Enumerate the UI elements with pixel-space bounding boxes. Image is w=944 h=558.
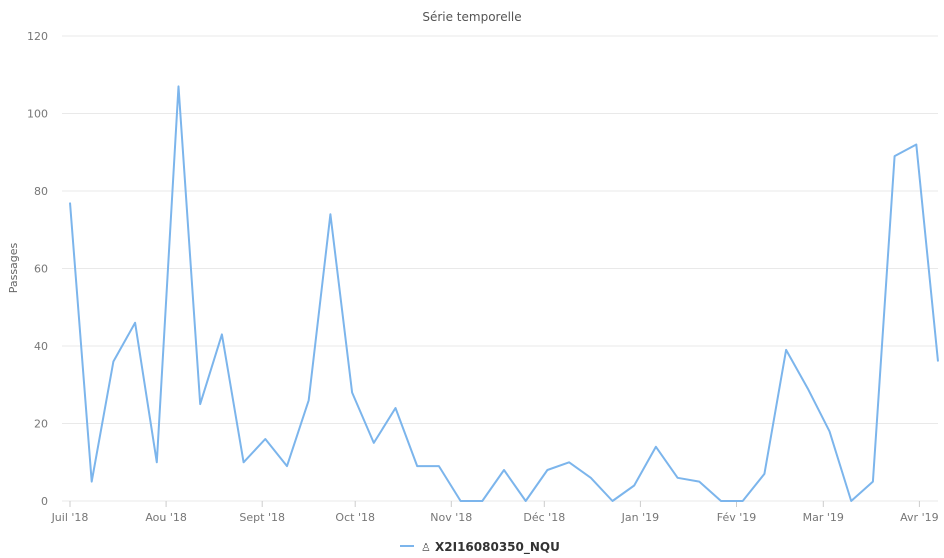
data-point[interactable] <box>805 386 811 392</box>
gridlines <box>62 35 938 502</box>
data-point[interactable] <box>870 479 876 485</box>
x-axis-ticks: Juil '18 Aou '18 Sept '18 Oct '18 Nov '18 Déc… <box>51 501 939 524</box>
data-point[interactable] <box>653 444 659 450</box>
y-axis-label: Passages <box>7 242 20 293</box>
chart-title: Série temporelle <box>422 10 521 24</box>
data-point[interactable] <box>176 83 182 89</box>
legend-series-name: X2I16080350_NQU <box>435 540 560 555</box>
data-point[interactable] <box>523 498 529 504</box>
data-point[interactable] <box>501 467 507 473</box>
data-point[interactable] <box>393 405 399 411</box>
x-tick-label: Juil '18 <box>51 511 89 524</box>
data-point[interactable] <box>610 498 616 504</box>
data-point[interactable] <box>89 479 95 485</box>
series-line[interactable] <box>69 85 939 502</box>
data-point[interactable] <box>110 359 116 365</box>
x-tick-label: Déc '18 <box>523 511 565 524</box>
x-tick-label: Sept '18 <box>239 511 285 524</box>
data-point[interactable] <box>479 498 485 504</box>
data-point[interactable] <box>327 211 333 217</box>
data-point[interactable] <box>740 498 746 504</box>
data-point[interactable] <box>458 498 464 504</box>
data-point[interactable] <box>631 483 637 489</box>
data-point[interactable] <box>284 463 290 469</box>
y-tick-label: 120 <box>27 30 48 43</box>
data-point[interactable] <box>436 463 442 469</box>
data-point[interactable] <box>154 459 160 465</box>
data-point[interactable] <box>197 401 203 407</box>
data-point[interactable] <box>414 463 420 469</box>
legend[interactable]: ♙ X2I16080350_NQU <box>400 540 560 555</box>
data-point[interactable] <box>219 331 225 337</box>
y-tick-label: 40 <box>34 340 48 353</box>
data-point[interactable] <box>132 320 138 326</box>
data-point[interactable] <box>349 390 355 396</box>
data-point[interactable] <box>371 440 377 446</box>
data-point[interactable] <box>761 471 767 477</box>
x-tick-label: Nov '18 <box>430 511 472 524</box>
data-point[interactable] <box>566 459 572 465</box>
data-point[interactable] <box>827 428 833 434</box>
y-tick-label: 20 <box>34 418 48 431</box>
y-tick-label: 100 <box>27 108 48 121</box>
data-point[interactable] <box>588 475 594 481</box>
x-tick-label: Oct '18 <box>335 511 375 524</box>
data-point[interactable] <box>913 142 919 148</box>
x-tick-label: Mar '19 <box>803 511 844 524</box>
data-point[interactable] <box>783 347 789 353</box>
y-tick-label: 0 <box>41 495 48 508</box>
data-point[interactable] <box>67 200 73 206</box>
data-point[interactable] <box>696 479 702 485</box>
series-layer <box>67 83 941 504</box>
pedestrian-icon: ♙ <box>421 541 431 554</box>
data-point[interactable] <box>935 359 941 365</box>
data-point[interactable] <box>848 498 854 504</box>
data-point[interactable] <box>892 153 898 159</box>
x-tick-label: Jan '19 <box>621 511 659 524</box>
data-point[interactable] <box>718 498 724 504</box>
data-point[interactable] <box>675 475 681 481</box>
x-tick-label: Avr '19 <box>900 511 938 524</box>
data-point[interactable] <box>262 436 268 442</box>
x-tick-label: Aou '18 <box>145 511 187 524</box>
y-tick-label: 80 <box>34 185 48 198</box>
y-axis-ticks: 0 20 40 60 80 100 120 <box>27 30 48 508</box>
y-tick-label: 60 <box>34 263 48 276</box>
data-point[interactable] <box>306 397 312 403</box>
data-point[interactable] <box>241 459 247 465</box>
data-point[interactable] <box>544 467 550 473</box>
x-tick-label: Fév '19 <box>717 511 757 524</box>
